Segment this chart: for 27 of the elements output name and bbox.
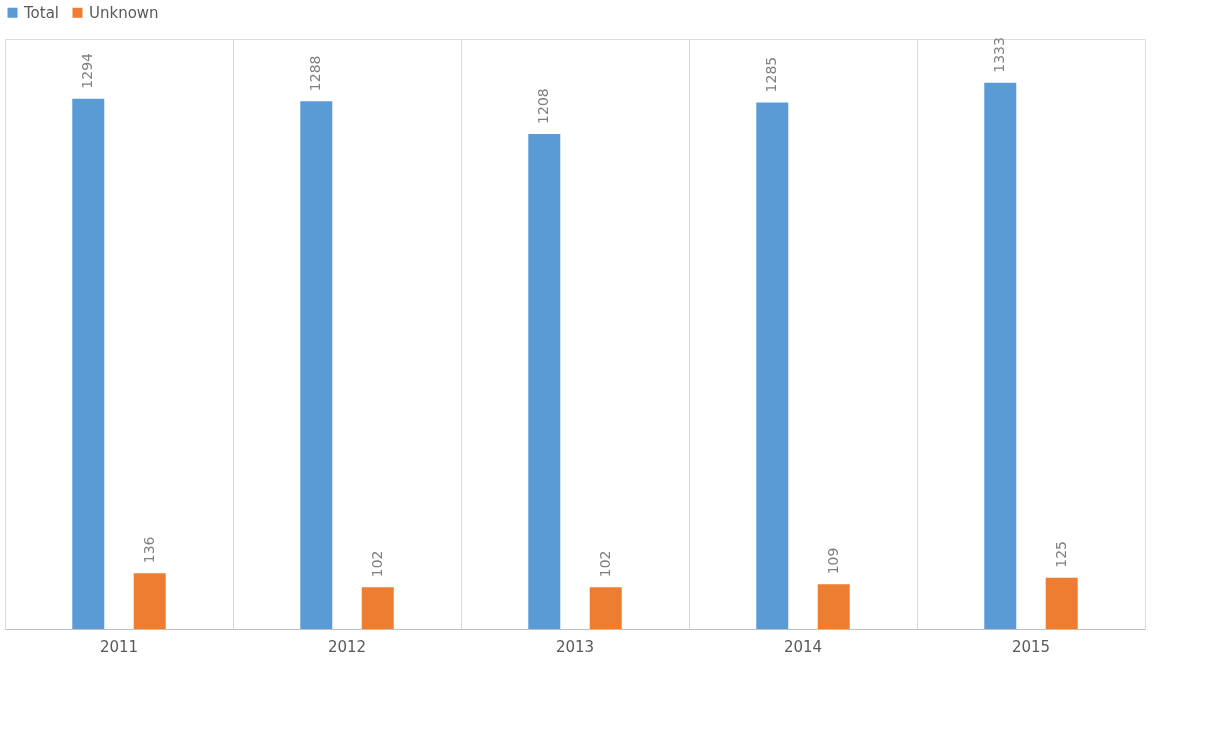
legend-label: Unknown — [89, 3, 159, 22]
bar — [589, 587, 622, 629]
bar — [528, 133, 561, 629]
bar — [361, 587, 394, 629]
bar — [817, 584, 850, 629]
bar — [1045, 577, 1078, 629]
x-tick-label: 2015 — [1011, 637, 1051, 656]
data-label: 136 — [140, 536, 157, 564]
bar — [300, 101, 333, 629]
data-label: 1285 — [763, 56, 780, 93]
x-tick-label: 2014 — [783, 637, 823, 656]
data-label: 109 — [824, 547, 841, 575]
data-label: 1333 — [991, 37, 1008, 73]
x-tick-label: 2013 — [555, 637, 595, 656]
bar — [756, 102, 789, 629]
x-tick-label: 2011 — [99, 637, 139, 656]
data-label: 102 — [596, 550, 613, 578]
bar — [72, 98, 105, 629]
data-label: 1208 — [535, 88, 552, 124]
data-label: 125 — [1052, 541, 1069, 568]
data-label: 1294 — [79, 52, 96, 89]
bar — [133, 573, 166, 629]
legend-label: Total — [23, 3, 60, 22]
bar — [984, 82, 1017, 629]
x-tick-label: 2012 — [327, 637, 367, 656]
data-label: 102 — [368, 550, 385, 578]
data-label: 1288 — [307, 55, 324, 92]
